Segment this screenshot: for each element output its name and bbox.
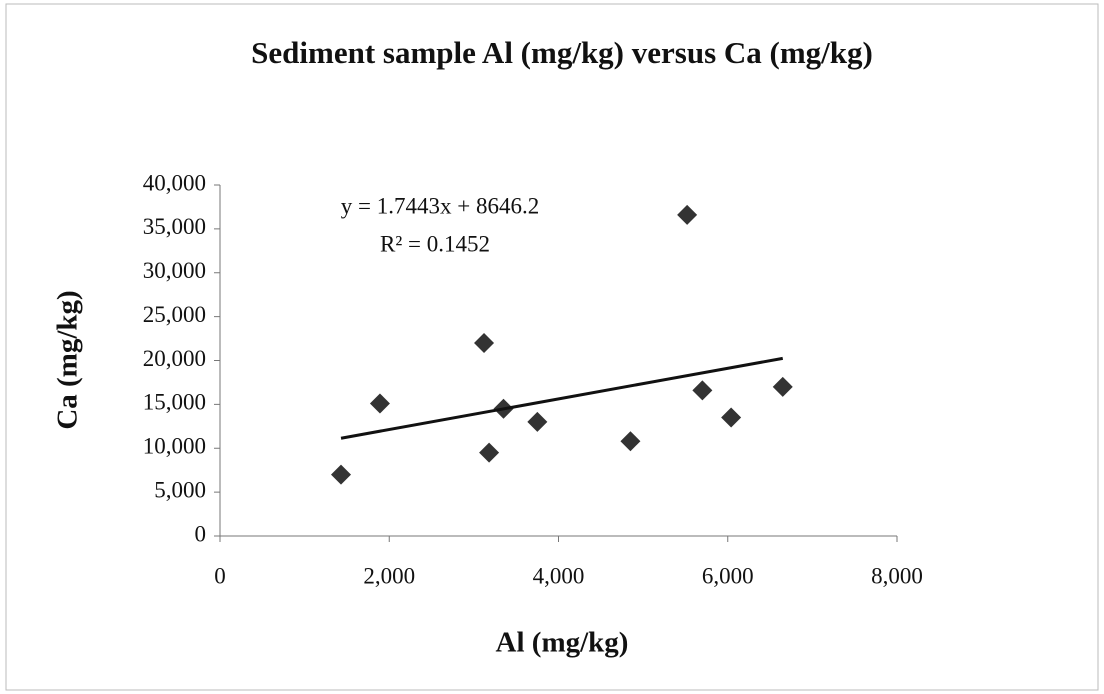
y-tick-label: 10,000 (143, 434, 206, 459)
y-tick-label: 35,000 (143, 214, 206, 239)
data-point (369, 393, 390, 414)
y-tick-label: 5,000 (154, 477, 206, 502)
data-point (527, 411, 548, 432)
trendline-equation: y = 1.7443x + 8646.2 (341, 193, 539, 218)
data-point (692, 380, 713, 401)
y-tick-label: 40,000 (143, 170, 206, 195)
y-tick-label: 30,000 (143, 258, 206, 283)
y-axis-title: Ca (mg/kg) (52, 290, 84, 429)
y-tick-label: 15,000 (143, 390, 206, 415)
trendline-r2: R² = 0.1452 (380, 231, 490, 256)
y-tick-label: 20,000 (143, 346, 206, 371)
data-point (331, 464, 352, 485)
x-tick-label: 6,000 (702, 563, 754, 588)
data-point (479, 442, 500, 463)
x-tick-label: 0 (214, 563, 226, 588)
chart-frame (5, 3, 1099, 691)
x-axis-title: Al (mg/kg) (496, 627, 629, 659)
data-point (677, 204, 698, 225)
data-point (620, 431, 641, 452)
trendline (340, 356, 784, 440)
y-tick-label: 0 (195, 521, 207, 546)
chart-title: Sediment sample Al (mg/kg) versus Ca (mg… (251, 35, 873, 70)
x-tick-label: 4,000 (533, 563, 585, 588)
data-point (772, 376, 793, 397)
x-tick-label: 8,000 (871, 563, 923, 588)
data-point (474, 332, 495, 353)
data-point (721, 407, 742, 428)
x-tick-label: 2,000 (363, 563, 415, 588)
y-tick-label: 25,000 (143, 302, 206, 327)
